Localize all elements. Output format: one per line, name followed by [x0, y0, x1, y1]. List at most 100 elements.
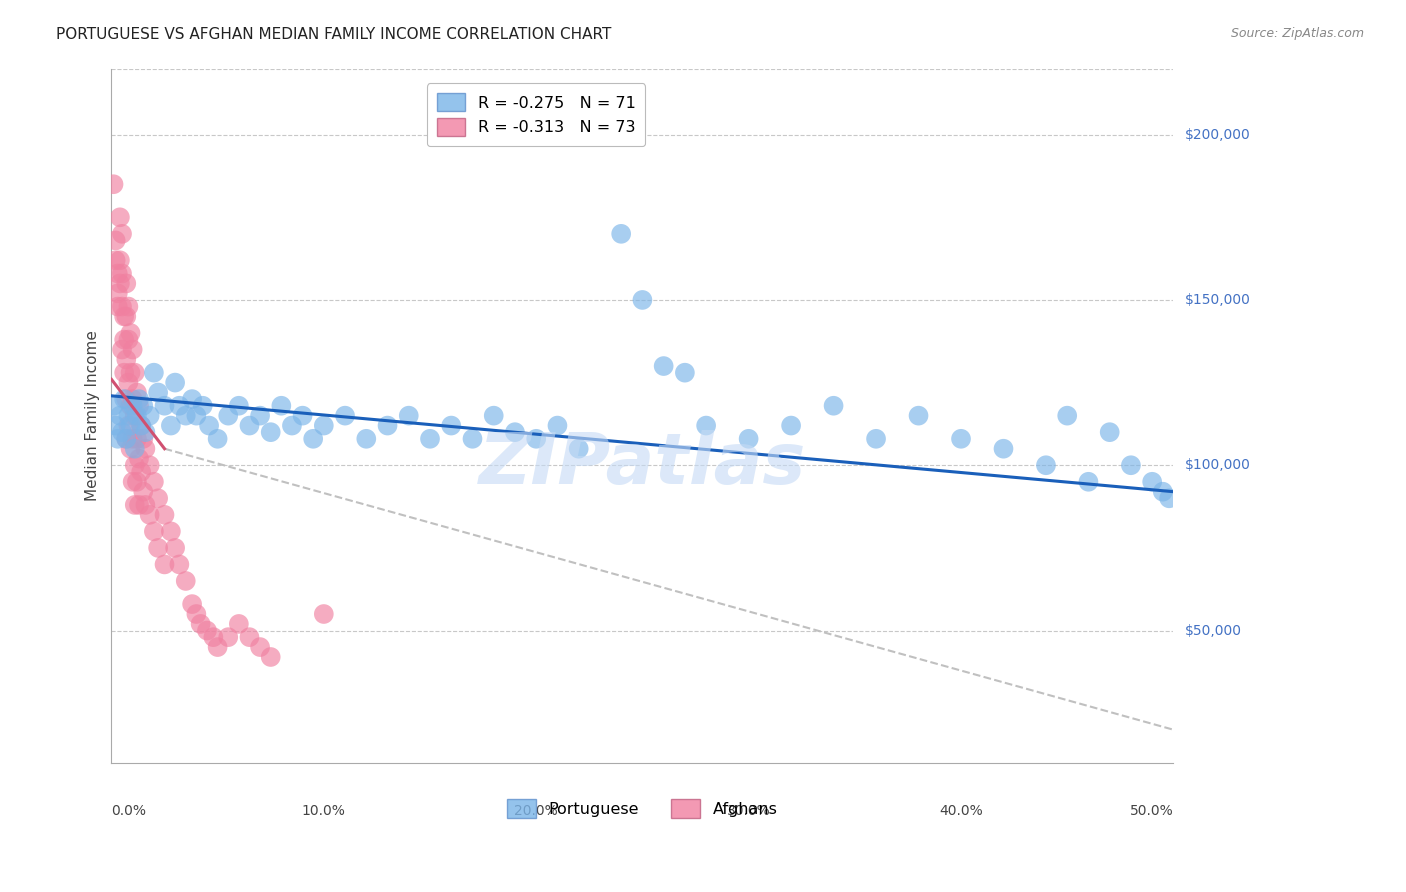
Point	[249, 409, 271, 423]
Point	[302, 432, 325, 446]
Point	[128, 498, 150, 512]
Point	[1159, 491, 1181, 506]
Point	[737, 432, 759, 446]
Point	[124, 366, 146, 380]
Point	[198, 418, 221, 433]
Point	[546, 418, 568, 433]
Point	[107, 267, 129, 281]
Point	[125, 385, 148, 400]
Point	[128, 399, 150, 413]
Point	[121, 475, 143, 489]
Point	[115, 277, 138, 291]
Text: Source: ZipAtlas.com: Source: ZipAtlas.com	[1230, 27, 1364, 40]
Point	[129, 418, 152, 433]
Text: 50.0%: 50.0%	[1129, 805, 1174, 819]
Point	[129, 418, 152, 433]
Point	[121, 343, 143, 357]
Point	[398, 409, 420, 423]
Point	[125, 475, 148, 489]
Point	[312, 607, 335, 621]
Point	[146, 541, 169, 555]
Point	[333, 409, 356, 423]
Point	[117, 409, 139, 423]
Point	[270, 399, 292, 413]
Point	[146, 385, 169, 400]
Point	[610, 227, 633, 241]
Point	[1098, 425, 1121, 440]
Point	[108, 211, 131, 225]
Point	[238, 630, 260, 644]
Point	[124, 442, 146, 456]
Point	[138, 508, 160, 522]
Point	[377, 418, 399, 433]
Point	[104, 253, 127, 268]
Point	[120, 442, 142, 456]
Point	[228, 399, 250, 413]
Point	[568, 442, 591, 456]
Point	[132, 432, 155, 446]
Point	[115, 432, 138, 446]
Point	[115, 352, 138, 367]
Point	[207, 432, 229, 446]
Point	[524, 432, 547, 446]
Point	[186, 409, 208, 423]
Point	[112, 366, 135, 380]
Point	[112, 310, 135, 324]
Point	[165, 376, 187, 390]
Point	[142, 475, 165, 489]
Point	[503, 425, 526, 440]
Point	[652, 359, 675, 373]
Text: $150,000: $150,000	[1184, 293, 1250, 307]
Point	[238, 418, 260, 433]
Text: ZIPatlas: ZIPatlas	[478, 430, 806, 499]
Point	[169, 558, 191, 572]
Point	[217, 409, 239, 423]
Point	[108, 277, 131, 291]
Text: 0.0%: 0.0%	[111, 805, 146, 819]
Point	[673, 366, 696, 380]
Point	[117, 376, 139, 390]
Point	[138, 458, 160, 473]
Point	[107, 432, 129, 446]
Point	[142, 366, 165, 380]
Point	[125, 432, 148, 446]
Point	[907, 409, 929, 423]
Point	[125, 409, 148, 423]
Point	[124, 458, 146, 473]
Point	[117, 300, 139, 314]
Point	[115, 392, 138, 406]
Point	[160, 418, 183, 433]
Point	[111, 300, 134, 314]
Point	[103, 178, 125, 192]
Point	[103, 399, 125, 413]
Point	[1152, 484, 1174, 499]
Point	[993, 442, 1015, 456]
Point	[249, 640, 271, 654]
Point	[191, 399, 214, 413]
Point	[128, 451, 150, 466]
Point	[153, 508, 176, 522]
Point	[104, 234, 127, 248]
Point	[112, 333, 135, 347]
Point	[121, 432, 143, 446]
Point	[120, 326, 142, 340]
Point	[153, 558, 176, 572]
Y-axis label: Median Family Income: Median Family Income	[86, 330, 100, 501]
Point	[124, 498, 146, 512]
Legend: Portuguese, Afghans: Portuguese, Afghans	[501, 793, 785, 824]
Point	[111, 425, 134, 440]
Point	[440, 418, 463, 433]
Point	[160, 524, 183, 539]
Point	[115, 432, 138, 446]
Text: 40.0%: 40.0%	[939, 805, 983, 819]
Point	[112, 392, 135, 406]
Point	[107, 286, 129, 301]
Point	[153, 399, 176, 413]
Point	[174, 574, 197, 588]
Point	[134, 442, 156, 456]
Point	[165, 541, 187, 555]
Point	[1056, 409, 1078, 423]
Point	[482, 409, 505, 423]
Point	[129, 465, 152, 479]
Point	[291, 409, 314, 423]
